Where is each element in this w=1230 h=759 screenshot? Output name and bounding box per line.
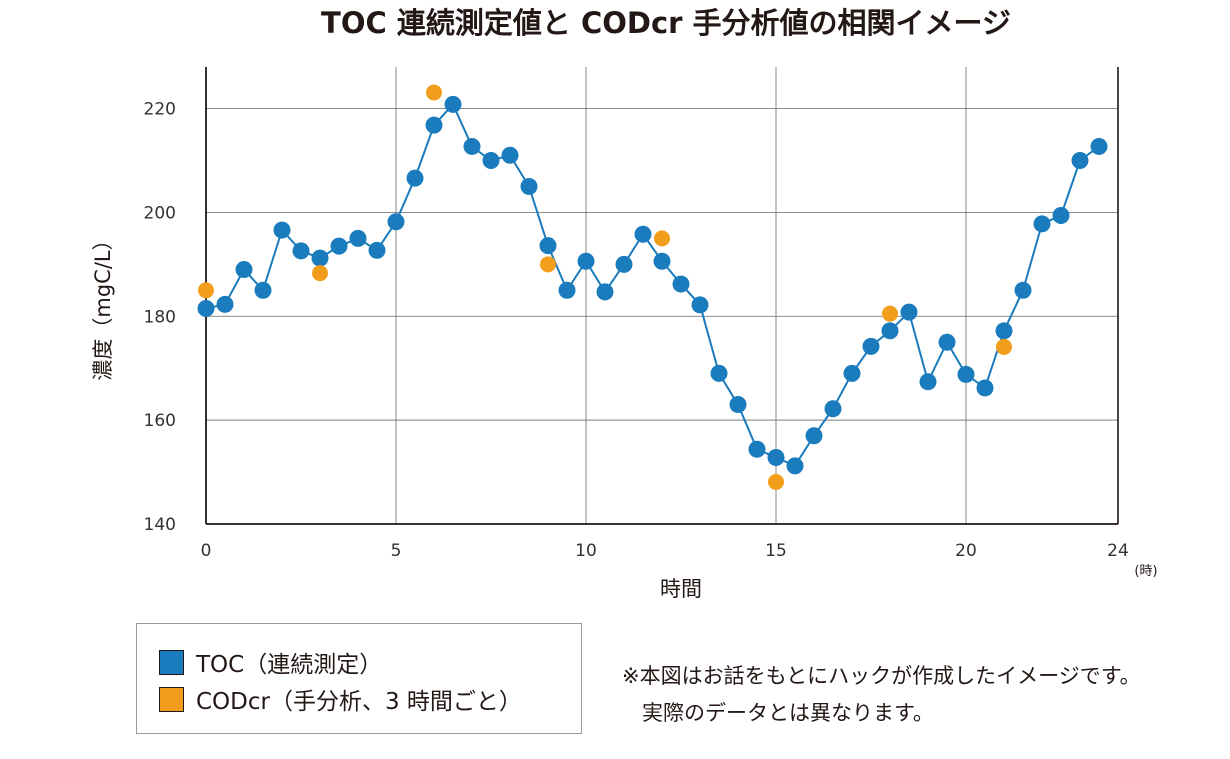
x-tick-label: 5	[391, 541, 402, 561]
y-tick-label: 160	[144, 411, 176, 431]
toc-data-point	[691, 296, 709, 314]
toc-data-point	[197, 299, 215, 317]
note-line-1: ※本図はお話をもとにハックが作成したイメージです。	[622, 664, 1141, 688]
toc-data-point	[235, 261, 253, 279]
toc-data-point	[444, 95, 462, 113]
y-tick-label: 140	[144, 515, 176, 535]
y-tick-label: 220	[144, 100, 176, 120]
toc-series-line	[205, 102, 1100, 468]
toc-data-point	[786, 457, 804, 475]
codcr-data-point	[996, 338, 1012, 355]
toc-data-point	[1033, 215, 1051, 233]
toc-data-point	[1071, 151, 1089, 169]
toc-data-point	[672, 275, 690, 293]
legend-swatch-toc	[159, 649, 184, 675]
toc-data-point	[406, 169, 424, 187]
codcr-data-point	[426, 84, 442, 101]
y-tick-label: 180	[144, 307, 176, 327]
codcr-data-point	[198, 282, 214, 299]
toc-data-point	[349, 229, 367, 247]
toc-data-point	[634, 225, 652, 243]
legend-label-codcr: CODcr（手分析、3 時間ごと）	[196, 689, 522, 715]
x-axis-unit: (時)	[1134, 564, 1157, 579]
chart-title: TOC 連続測定値と CODcr 手分析値の相関イメージ	[321, 6, 1011, 40]
codcr-data-point	[654, 230, 670, 247]
legend-item-codcr: CODcr（手分析、3 時間ごと）	[159, 682, 522, 716]
y-tick-label: 200	[144, 203, 176, 223]
legend-label-toc: TOC（連続測定）	[196, 652, 383, 678]
x-tick-label: 0	[201, 541, 212, 561]
toc-data-point	[1090, 137, 1108, 155]
toc-data-point	[805, 427, 823, 445]
toc-data-point	[824, 400, 842, 418]
tick-labels: 140 160 180 200 220 0 5 10 15 20 24	[144, 100, 1129, 561]
toc-data-point	[862, 337, 880, 355]
toc-data-point	[653, 252, 671, 270]
note-line-2: 実際のデータとは異なります。	[642, 701, 934, 725]
legend-item-toc: TOC（連続測定）	[159, 645, 382, 679]
toc-data-point	[1052, 207, 1070, 225]
toc-data-point	[311, 249, 329, 267]
toc-data-point	[539, 237, 557, 255]
toc-data-point	[881, 322, 899, 340]
x-axis-title: 時間	[660, 577, 702, 601]
y-axis-title: 濃度（mgC/L）	[91, 229, 115, 380]
toc-data-point	[292, 242, 310, 260]
toc-data-point	[330, 237, 348, 255]
toc-data-point	[748, 440, 766, 458]
toc-data-point	[558, 281, 576, 299]
toc-data-point	[710, 364, 728, 382]
toc-data-point	[919, 373, 937, 391]
toc-data-point	[387, 213, 405, 231]
toc-data-point	[577, 252, 595, 270]
toc-data-point	[938, 333, 956, 351]
codcr-data-point	[882, 305, 898, 322]
toc-data-point	[995, 322, 1013, 340]
toc-data-point	[520, 177, 538, 195]
toc-data-point	[900, 303, 918, 321]
x-tick-label: 15	[765, 541, 787, 561]
axes	[205, 67, 1119, 525]
toc-data-point	[216, 295, 234, 313]
toc-data-point	[767, 449, 785, 467]
toc-data-point	[957, 365, 975, 383]
toc-data-point	[1014, 281, 1032, 299]
x-tick-label: 20	[955, 541, 977, 561]
codcr-data-point	[768, 473, 784, 490]
legend-swatch-codcr	[159, 686, 184, 712]
toc-data-point	[482, 151, 500, 169]
series	[197, 84, 1108, 490]
x-tick-label: 24	[1107, 541, 1129, 561]
toc-data-point	[273, 221, 291, 239]
codcr-data-point	[540, 256, 556, 273]
x-tick-label: 10	[575, 541, 597, 561]
legend: TOC（連続測定） CODcr（手分析、3 時間ごと）	[136, 623, 582, 734]
toc-data-point	[843, 364, 861, 382]
grid	[206, 67, 1118, 524]
toc-data-point	[254, 281, 272, 299]
disclaimer-note: ※本図はお話をもとにハックが作成したイメージです。 実際のデータとは異なります。	[622, 658, 1141, 732]
toc-data-point	[596, 283, 614, 301]
toc-data-point	[615, 255, 633, 273]
toc-data-point	[425, 116, 443, 134]
toc-data-point	[368, 241, 386, 259]
toc-data-point	[976, 379, 994, 397]
codcr-data-point	[312, 265, 328, 282]
toc-data-point	[729, 396, 747, 414]
toc-data-point	[501, 146, 519, 164]
toc-data-point	[463, 137, 481, 155]
